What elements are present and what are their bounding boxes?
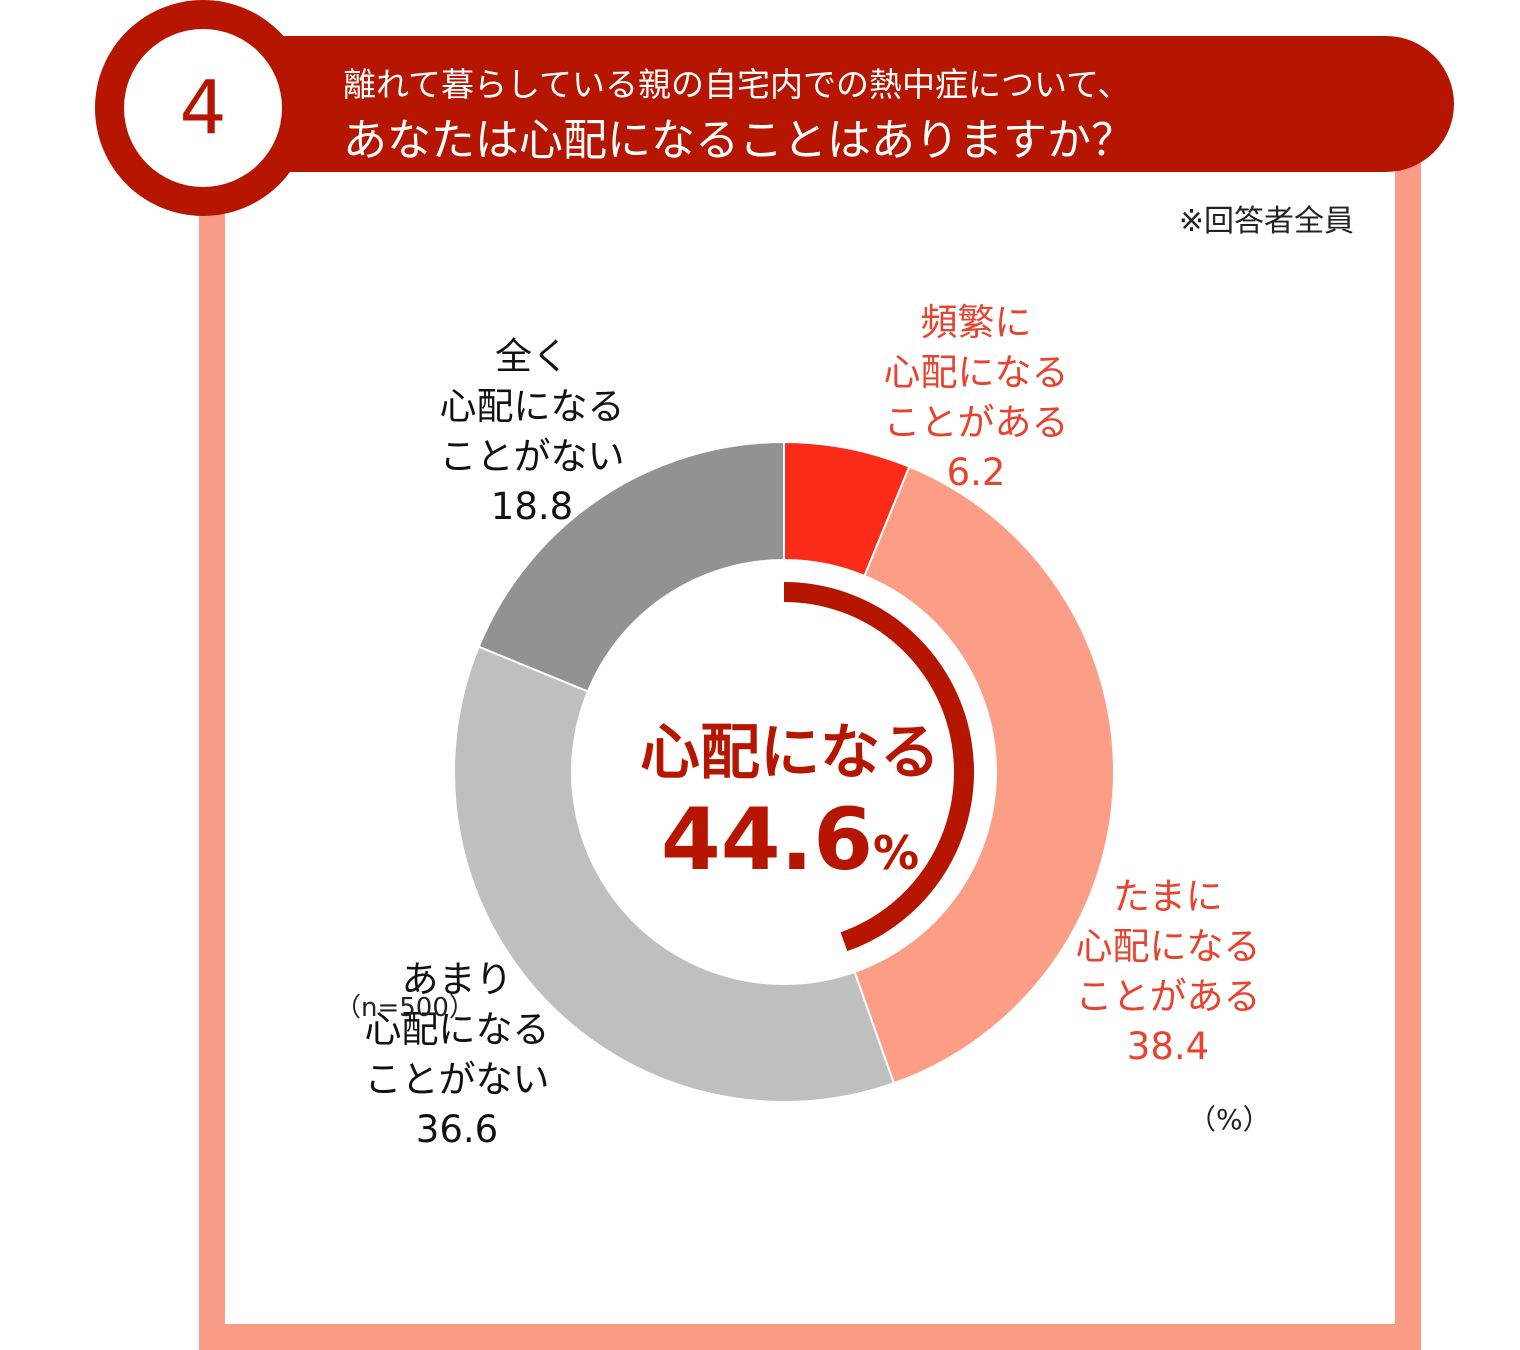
question-number-badge-inner xyxy=(124,29,282,187)
slice-value-sometimes: 38.4 xyxy=(1126,1025,1210,1068)
slice-label-rarely-line3: ことがない xyxy=(364,1058,550,1101)
slice-label-never-line2: 心配になる xyxy=(439,385,625,428)
question-text-line1: 離れて暮らしている親の自宅内での熱中症について、 xyxy=(343,65,1131,104)
slice-label-sometimes: たまに 心配になる ことがある 38.4 xyxy=(1068,872,1268,1072)
center-label: 心配になる xyxy=(640,718,940,788)
center-value: 44.6% xyxy=(570,790,1010,890)
question-text-line2: あなたは心配になることはありますか？ xyxy=(343,115,1135,166)
donut-slice-never xyxy=(477,440,785,693)
slice-label-never: 全く 心配になる ことがない 18.8 xyxy=(432,332,632,532)
sample-size-note: （n=500） xyxy=(335,993,475,1023)
highlight-arc xyxy=(783,582,974,952)
slice-value-rarely: 36.6 xyxy=(415,1108,499,1151)
slice-label-sometimes-line1: たまに xyxy=(1113,875,1223,918)
question-number: 4 xyxy=(179,65,227,151)
slice-value-frequently: 6.2 xyxy=(946,451,1006,494)
donut-slice-rarely xyxy=(453,645,896,1103)
slice-label-rarely-line2: 心配になる xyxy=(364,1008,550,1051)
slice-label-rarely-line1: あまり xyxy=(401,958,513,1001)
center-value-unit: % xyxy=(873,826,920,880)
slice-label-frequently: 頻繁に 心配になる ことがある 6.2 xyxy=(876,298,1076,498)
slice-label-sometimes-line3: ことがある xyxy=(1075,975,1261,1018)
respondents-note: ※回答者全員 xyxy=(1178,204,1354,239)
slice-label-frequently-line2: 心配になる xyxy=(883,351,1069,394)
slice-label-frequently-line1: 頻繁に xyxy=(920,301,1032,344)
center-value-number: 44.6 xyxy=(660,790,874,890)
slice-label-rarely: あまり 心配になる ことがない 36.6 xyxy=(357,955,557,1155)
slice-label-frequently-line3: ことがある xyxy=(883,401,1069,444)
slice-value-never: 18.8 xyxy=(490,485,574,528)
unit-note: （%） xyxy=(1188,1103,1271,1136)
donut-slice-sometimes xyxy=(853,465,1116,1085)
slice-label-sometimes-line2: 心配になる xyxy=(1075,925,1261,968)
slice-label-never-line1: 全く xyxy=(495,335,569,378)
content-frame xyxy=(199,120,1421,1350)
slice-label-never-line3: ことがない xyxy=(439,435,625,478)
question-banner xyxy=(170,36,1454,172)
